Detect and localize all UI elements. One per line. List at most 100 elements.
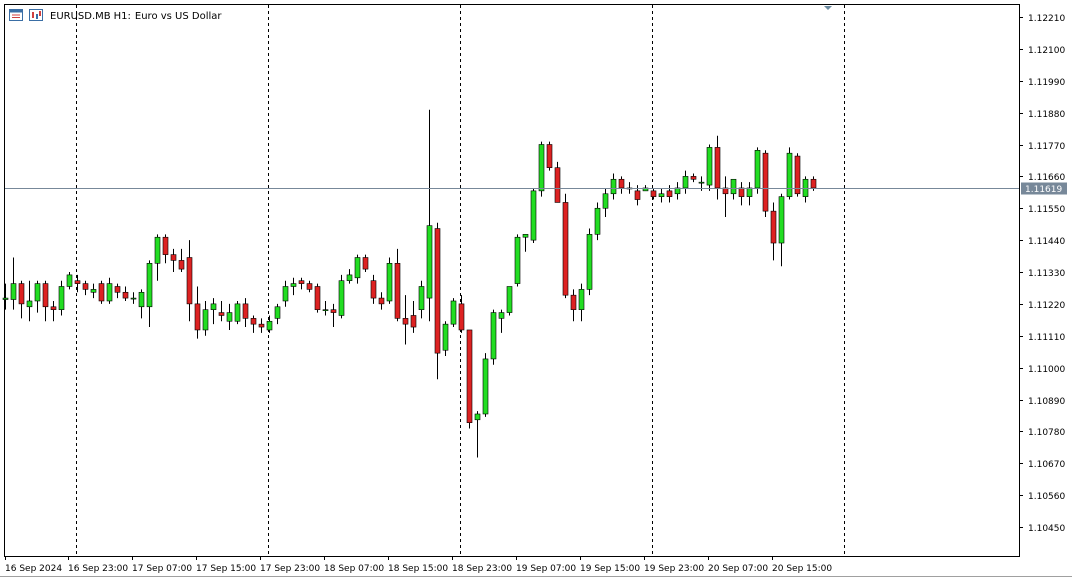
candle-body xyxy=(466,329,473,423)
candle-body xyxy=(290,283,297,287)
candle-body xyxy=(138,291,145,308)
candle-body xyxy=(450,300,457,325)
candle xyxy=(746,182,753,206)
candle-body xyxy=(530,190,537,241)
candle-body xyxy=(770,210,777,244)
candle xyxy=(546,141,553,171)
candle-body xyxy=(690,176,697,180)
candle-body xyxy=(338,280,345,316)
candle xyxy=(570,289,577,322)
candle-body xyxy=(298,280,305,284)
candle xyxy=(322,300,329,316)
candle xyxy=(410,300,417,333)
window-icon[interactable] xyxy=(9,9,23,21)
candle xyxy=(674,182,681,200)
candle xyxy=(506,286,513,316)
candle-body xyxy=(74,280,81,284)
current-price-line: 1.11619 xyxy=(5,182,1067,195)
candle-body xyxy=(162,236,169,255)
chart-type-icon[interactable] xyxy=(29,9,43,21)
candle-body xyxy=(202,309,209,331)
candle xyxy=(554,161,561,203)
candle xyxy=(658,187,665,203)
time-tick-label: 18 Sep 23:00 xyxy=(452,564,512,574)
current-price-label: 1.11619 xyxy=(1025,185,1062,195)
candle xyxy=(330,303,337,328)
candle-body xyxy=(746,187,753,197)
price-tick-label: 1.10780 xyxy=(1028,428,1065,438)
candle-body xyxy=(506,286,513,313)
candle xyxy=(10,257,17,310)
candle xyxy=(266,315,273,333)
candle-body xyxy=(802,178,809,197)
candle xyxy=(666,185,673,203)
candle-body xyxy=(738,187,745,197)
candle xyxy=(394,248,401,322)
candle xyxy=(50,300,57,322)
candle xyxy=(690,173,697,183)
price-tick-label: 1.11000 xyxy=(1028,365,1065,375)
candle xyxy=(418,280,425,319)
candle xyxy=(434,222,441,380)
candle-body xyxy=(434,228,441,354)
candle-body xyxy=(650,190,657,197)
candle-body xyxy=(34,283,41,302)
price-tick-label: 1.11660 xyxy=(1028,173,1065,183)
candle-body xyxy=(442,323,449,351)
candle-body xyxy=(370,280,377,299)
candle-body xyxy=(482,358,489,415)
candle-body xyxy=(402,318,409,325)
candle xyxy=(730,178,737,200)
candle-body xyxy=(602,193,609,209)
candle-body xyxy=(354,257,361,279)
candle xyxy=(242,298,249,328)
candle xyxy=(474,411,481,458)
candle xyxy=(314,283,321,313)
candle-body xyxy=(58,286,65,310)
candle xyxy=(178,248,185,272)
candle xyxy=(602,187,609,217)
candle-body xyxy=(578,289,585,310)
description-label: Euro vs US Dollar xyxy=(135,11,223,22)
candle-body xyxy=(130,297,137,300)
shift-marker-icon[interactable] xyxy=(824,6,832,10)
candle-body xyxy=(730,178,737,195)
candle xyxy=(98,280,105,304)
candle-body xyxy=(786,152,793,197)
candle xyxy=(42,280,49,322)
time-tick-label: 17 Sep 23:00 xyxy=(260,564,320,574)
candle-body xyxy=(274,306,281,319)
candle-body xyxy=(82,283,89,290)
candle xyxy=(194,286,201,339)
candle xyxy=(234,300,241,325)
candle xyxy=(594,202,601,241)
price-tick-label: 1.11770 xyxy=(1028,142,1065,152)
candle-body xyxy=(378,297,385,305)
candle xyxy=(794,153,801,197)
candle xyxy=(642,185,649,192)
candle xyxy=(682,170,689,194)
candle-body xyxy=(362,257,369,270)
candle-body xyxy=(266,320,273,331)
candle-body xyxy=(50,306,57,310)
candle xyxy=(786,147,793,200)
candle xyxy=(610,173,617,200)
candle-body xyxy=(610,178,617,195)
time-tick-label: 18 Sep 07:00 xyxy=(324,564,384,574)
candle-body xyxy=(210,303,217,310)
candle-body xyxy=(26,300,33,308)
candle xyxy=(186,240,193,322)
candle xyxy=(778,193,785,267)
price-tick-label: 1.10560 xyxy=(1028,492,1065,502)
price-label-box xyxy=(1021,182,1067,195)
candle xyxy=(306,280,313,293)
timeframe-label: H1: xyxy=(114,11,131,22)
time-tick-label: 19 Sep 15:00 xyxy=(580,564,640,574)
candle-body xyxy=(114,286,121,293)
candle xyxy=(90,283,97,299)
candle-body xyxy=(186,257,193,305)
candle xyxy=(442,321,449,357)
candle xyxy=(466,329,473,429)
candle-body xyxy=(618,178,625,189)
